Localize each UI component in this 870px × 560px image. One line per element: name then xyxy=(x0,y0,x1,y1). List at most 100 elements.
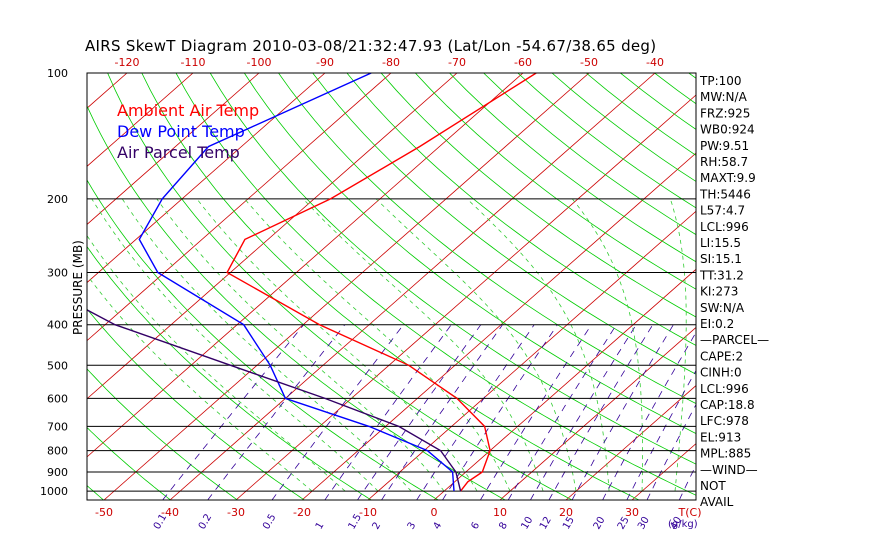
mixing-ratio-line xyxy=(507,324,617,500)
dry-adiabat xyxy=(175,73,696,496)
mixing-ratio-tick-label: 10 xyxy=(519,515,535,532)
dry-adiabat xyxy=(87,245,372,500)
mixing-ratio-line xyxy=(207,324,346,500)
stats-item: PW:9.51 xyxy=(700,139,749,153)
pressure-tick-label: 700 xyxy=(47,420,68,433)
moist-adiabat xyxy=(302,198,544,492)
top-temp-tick-label: -50 xyxy=(580,56,598,69)
legend-item: Dew Point Temp xyxy=(117,122,245,141)
moist-adiabat xyxy=(571,198,643,492)
pressure-tick-label: 1000 xyxy=(40,485,68,498)
dry-adiabat xyxy=(620,73,696,130)
dry-adiabat xyxy=(654,73,696,105)
isotherm-line xyxy=(87,73,194,167)
top-temp-tick-label: -80 xyxy=(382,56,400,69)
isotherm-line xyxy=(87,73,458,400)
mixing-ratio-line xyxy=(324,324,452,500)
dry-adiabat xyxy=(87,426,171,500)
stats-item: CAPE:2 xyxy=(700,349,743,363)
isotherm-line xyxy=(87,73,392,342)
stats-item: AVAIL xyxy=(700,495,734,509)
isotherm-line xyxy=(764,73,870,500)
dry-adiabat xyxy=(87,308,305,500)
pressure-tick-label: 100 xyxy=(47,67,68,80)
stats-item: NOT xyxy=(700,479,726,493)
stats-panel: TP:100 MW:N/A FRZ:925 WB0:924 PW:9.51 RH:58.7… xyxy=(699,74,769,509)
mixing-ratio-tick-label: 0.5 xyxy=(261,512,278,531)
stats-item: —WIND— xyxy=(700,463,758,477)
bottom-temp-tick-label: 0 xyxy=(431,506,438,519)
dry-adiabat xyxy=(107,73,573,500)
bottom-temp-tick-label: 30 xyxy=(625,506,639,519)
y-axis-label: PRESSURE (MB) xyxy=(71,240,85,335)
moist-adiabat xyxy=(244,198,511,492)
legend: Ambient Air Temp Dew Point Temp Air Parcel… xyxy=(117,101,259,162)
pressure-tick-label: 200 xyxy=(47,193,68,206)
bottom-temp-tick-label: -40 xyxy=(161,506,179,519)
isotherm-line xyxy=(499,326,696,500)
top-temp-tick-label: -100 xyxy=(247,56,272,69)
mixing-ratio-tick-label: 12 xyxy=(538,515,554,532)
mixing-ratio-tick-label: 0.2 xyxy=(197,512,214,531)
stats-item: MW:N/A xyxy=(700,90,748,104)
isotherm-line xyxy=(87,73,524,458)
isotherm-line xyxy=(367,210,696,500)
isotherm-line xyxy=(433,268,696,500)
mixing-ratio-tick-label: 3 xyxy=(406,520,419,531)
pressure-tick-label: 300 xyxy=(47,267,68,280)
stats-item: LCL:996 xyxy=(700,220,749,234)
isotherm-line xyxy=(631,443,696,500)
stats-item: EI:0.2 xyxy=(700,317,734,331)
top-temp-tick-label: -120 xyxy=(115,56,140,69)
stats-item: CAP:18.8 xyxy=(700,398,755,412)
top-temp-tick-label: -110 xyxy=(181,56,206,69)
bottom-temp-unit-label: T(C) xyxy=(678,506,702,519)
mixing-ratio-tick-label: 4 xyxy=(432,520,445,531)
mixing-ratio-unit-label: (g/kg) xyxy=(668,519,698,530)
dry-adiabat xyxy=(0,73,37,500)
dry-adiabat xyxy=(243,73,696,434)
isotherm-line xyxy=(87,73,326,284)
pressure-tick-label: 800 xyxy=(47,445,68,458)
stats-item: SW:N/A xyxy=(700,301,745,315)
stats-item: EL:913 xyxy=(700,430,741,444)
stats-item: KI:273 xyxy=(700,285,738,299)
moist-adiabat xyxy=(121,198,412,492)
mixing-ratio-tick-label: 1 xyxy=(314,520,327,531)
isotherm-line xyxy=(103,73,590,500)
mixing-ratio-line xyxy=(357,324,482,500)
mixing-ratio-line xyxy=(530,324,637,500)
stats-item: TP:100 xyxy=(699,74,742,88)
stats-item: LI:15.5 xyxy=(700,236,741,250)
stats-item: —PARCEL— xyxy=(700,333,769,347)
mixing-ratio-tick-label: 20 xyxy=(592,515,608,532)
isotherm-line xyxy=(235,94,696,500)
legend-item: Air Parcel Temp xyxy=(117,143,240,162)
series-line-air-parcel-temp xyxy=(87,309,462,492)
stats-item: SI:15.1 xyxy=(700,252,742,266)
dry-adiabat xyxy=(380,73,696,318)
chart-title: AIRS SkewT Diagram 2010-03-08/21:32:47.9… xyxy=(85,37,656,55)
bottom-temp-tick-label: 20 xyxy=(559,506,573,519)
stats-item: WB0:924 xyxy=(700,123,755,137)
dry-adiabat xyxy=(723,73,870,500)
stats-item: CINH:0 xyxy=(700,366,742,380)
dry-adiabat xyxy=(757,73,870,500)
bottom-temp-tick-label: -50 xyxy=(95,506,113,519)
moist-adiabat xyxy=(669,198,687,492)
dry-adiabat xyxy=(209,73,696,465)
series-line-dew-point-temp xyxy=(138,73,455,492)
dry-adiabat xyxy=(517,73,696,209)
mixing-ratio-line xyxy=(416,324,535,500)
dry-adiabat xyxy=(87,485,104,500)
legend-item: Ambient Air Temp xyxy=(117,101,259,120)
bottom-temp-tick-label: 10 xyxy=(493,506,507,519)
top-temp-tick-label: -90 xyxy=(316,56,334,69)
top-temp-tick-label: -70 xyxy=(448,56,466,69)
dry-adiabat xyxy=(278,73,696,405)
isotherm-line xyxy=(0,73,61,500)
profile-series xyxy=(87,73,537,492)
